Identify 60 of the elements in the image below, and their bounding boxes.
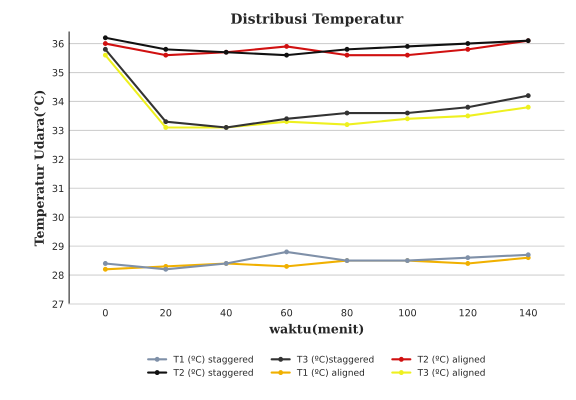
x-axis-title: waktu(menit) <box>269 324 364 336</box>
point <box>163 52 168 58</box>
x-tick-label: 40 <box>220 309 232 316</box>
point <box>284 44 290 49</box>
legend-label: T2 (ºC) staggered <box>173 368 253 378</box>
point <box>102 52 108 58</box>
y-axis-title: Temperatur Udara(°C) <box>34 90 46 246</box>
point <box>404 116 410 122</box>
point <box>284 116 290 122</box>
y-tick-label: 28 <box>52 272 64 279</box>
point <box>102 35 108 40</box>
point <box>102 46 108 52</box>
chart-title: Distribusi Temperatur <box>231 13 404 27</box>
legend-label: T3 (ºC) aligned <box>418 368 485 378</box>
point <box>344 46 350 52</box>
y-tick-label: 27 <box>52 300 64 308</box>
y-tick-label: 29 <box>52 242 64 250</box>
y-tick-label: 34 <box>52 98 64 106</box>
y-tick-label: 31 <box>52 184 64 192</box>
point <box>102 41 108 46</box>
x-tick-label: 20 <box>160 309 172 316</box>
x-tick-label: 0 <box>102 309 108 316</box>
point <box>344 122 350 128</box>
point <box>404 44 410 49</box>
y-tick-label: 32 <box>52 156 64 164</box>
y-tick-label: 30 <box>52 214 64 222</box>
point <box>102 261 108 266</box>
x-tick-label: 120 <box>460 309 476 316</box>
x-tick-label: 60 <box>281 309 292 316</box>
x-tick-label: 80 <box>341 309 353 316</box>
point <box>526 252 531 258</box>
y-tick-label: 35 <box>52 68 64 76</box>
point <box>344 52 350 58</box>
point <box>163 266 168 272</box>
point <box>284 52 290 58</box>
point <box>465 46 470 52</box>
point <box>465 113 470 118</box>
point <box>465 255 470 260</box>
point <box>404 52 410 58</box>
x-tick-label: 100 <box>399 309 416 316</box>
point <box>465 104 470 110</box>
point <box>526 93 531 98</box>
point <box>344 110 350 116</box>
legend-label: T2 (ºC) aligned <box>418 356 485 364</box>
x-tick-label: 140 <box>520 309 537 316</box>
point <box>526 104 531 110</box>
point <box>465 261 470 266</box>
point <box>404 110 410 116</box>
y-tick-label: 36 <box>52 40 64 48</box>
point <box>163 119 168 124</box>
point <box>163 125 168 130</box>
legend-label: T3 (ºC)staggered <box>296 356 374 364</box>
y-tick-label: 33 <box>52 126 64 134</box>
legend-label: T1 (ºC) aligned <box>296 368 364 378</box>
legend-label: T1 (ºC) staggered <box>173 356 253 364</box>
point <box>163 46 168 52</box>
point <box>284 249 290 254</box>
point <box>465 41 470 46</box>
point <box>284 264 290 269</box>
point <box>102 266 108 272</box>
